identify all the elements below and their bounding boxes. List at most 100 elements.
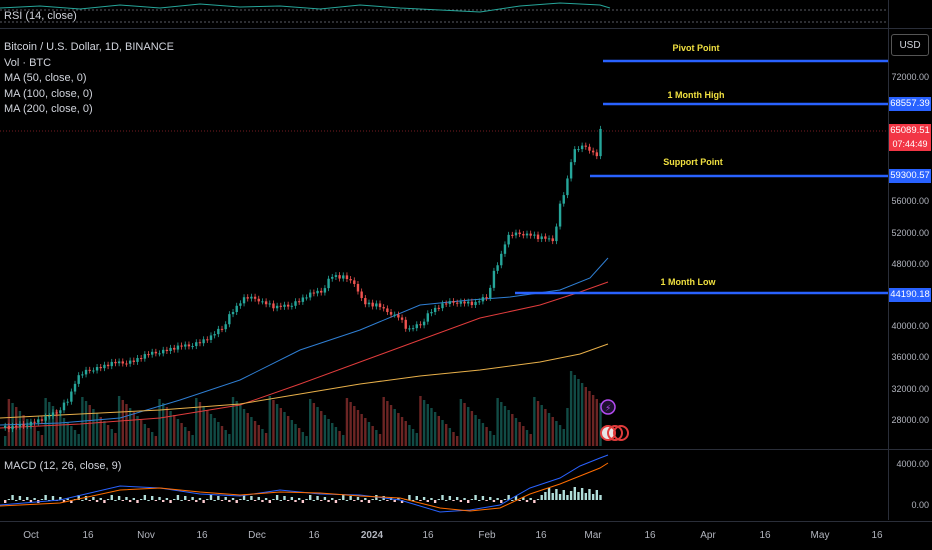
candle-up <box>235 305 238 313</box>
volume-bar <box>195 398 198 446</box>
volume-bar <box>158 399 161 446</box>
macd-pane[interactable] <box>0 450 888 520</box>
time-tick: Apr <box>700 530 716 541</box>
macd-hist-bar <box>11 495 14 500</box>
volume-legend[interactable]: Vol · BTC <box>4 56 52 69</box>
volume-bar <box>173 415 176 446</box>
macd-hist-bar <box>518 500 521 501</box>
pivot-point-label: Pivot Point <box>672 43 720 53</box>
volume-bar <box>272 400 275 446</box>
volume-bar <box>103 421 106 446</box>
volume-bar <box>503 406 507 446</box>
candle-down <box>320 290 323 293</box>
volume-bar <box>573 375 576 446</box>
macd-hist-bar <box>320 500 323 501</box>
candle-up <box>448 301 452 304</box>
currency-button[interactable]: USD <box>891 34 929 56</box>
macd-hist-bar <box>209 495 213 500</box>
volume-bar <box>268 396 271 446</box>
ma100-legend[interactable]: MA (100, close, 0) <box>4 87 93 100</box>
volume-bar <box>128 408 132 446</box>
candle-down <box>382 307 385 309</box>
candle-up <box>176 345 180 350</box>
macd-hist-bar <box>511 500 514 501</box>
volume-bar <box>239 405 242 446</box>
macd-hist-bar <box>566 495 569 500</box>
candle-up <box>18 424 22 427</box>
volume-bar <box>599 403 602 446</box>
candle-down <box>452 301 455 303</box>
volume-bar <box>378 434 382 446</box>
candle-down <box>444 303 448 305</box>
macd-hist-bar <box>544 492 547 500</box>
volume-bar <box>584 387 588 446</box>
macd-hist-bar <box>294 500 297 502</box>
candle-down <box>353 280 356 284</box>
candle-up <box>290 305 294 307</box>
candle-up <box>316 290 319 294</box>
candle-down <box>22 424 25 426</box>
candle-up <box>580 145 584 150</box>
macd-hist-bar <box>180 500 183 501</box>
macd-hist-bar <box>275 495 279 500</box>
volume-bar <box>455 436 459 446</box>
ma200-legend[interactable]: MA (200, close, 0) <box>4 103 93 115</box>
time-axis[interactable]: Oct 16 Nov 16 Dec 16 2024 16 Feb 16 Mar … <box>0 522 888 550</box>
macd-hist-bar <box>7 499 11 500</box>
macd-hist-bar <box>59 497 62 500</box>
volume-bar <box>474 415 477 446</box>
macd-hist-bar <box>147 500 150 501</box>
volume-bar <box>382 397 385 446</box>
support-price-label: 59300.57 <box>889 169 931 183</box>
macd-hist-bar <box>360 500 363 502</box>
price-chart[interactable]: ⚡ <box>0 28 888 448</box>
candle-up <box>275 305 279 309</box>
macd-hist-bar <box>290 497 294 500</box>
macd-hist-bar <box>4 500 7 503</box>
volume-bar <box>235 401 238 446</box>
svg-text:⚡: ⚡ <box>605 404 611 414</box>
volume-bar <box>283 412 286 446</box>
rsi-pane[interactable] <box>0 0 888 28</box>
candle-up <box>577 149 580 151</box>
candle-down <box>595 152 599 157</box>
macd-tick: 4000.00 <box>896 459 929 469</box>
candle-up <box>213 334 216 336</box>
symbol-title[interactable]: Bitcoin / U.S. Dollar, 1D, BINANCE <box>4 41 174 53</box>
macd-hist-bar <box>125 497 128 500</box>
candle-up <box>393 314 396 316</box>
macd-hist-bar <box>599 495 602 500</box>
volume-bar <box>257 425 260 446</box>
volume-bar <box>518 422 521 446</box>
volume-bar <box>99 417 102 446</box>
macd-hist-bar <box>327 500 330 502</box>
volume-bar <box>242 409 246 446</box>
candle-up <box>77 375 80 384</box>
candle-down <box>522 234 525 236</box>
macd-hist-bar <box>40 499 44 500</box>
price-tick: 72000.00 <box>891 72 929 82</box>
candle-down <box>349 279 352 281</box>
volume-bar <box>213 418 216 446</box>
macd-hist-bar <box>536 499 540 500</box>
candle-up <box>599 128 602 157</box>
macd-hist-bar <box>22 500 25 501</box>
volume-bar <box>551 417 554 446</box>
macd-hist-bar <box>206 499 209 500</box>
macd-hist-bar <box>173 499 176 500</box>
candle-down <box>165 349 169 352</box>
price-axis[interactable]: 72000.00 56000.00 52000.00 48000.00 4000… <box>888 0 932 520</box>
candle-up <box>209 335 213 340</box>
macd-hist-bar <box>569 491 573 500</box>
macd-histogram <box>4 487 602 503</box>
macd-hist-bar <box>393 500 396 502</box>
candle-up <box>191 346 194 348</box>
volume-bar <box>286 416 290 446</box>
macd-hist-bar <box>463 498 466 500</box>
macd-hist-bar <box>573 487 576 500</box>
candle-up <box>558 203 562 227</box>
candle-down <box>99 366 102 369</box>
ma50-legend[interactable]: MA (50, close, 0) <box>4 72 87 84</box>
candle-down <box>397 314 400 318</box>
candle-up <box>128 360 132 364</box>
